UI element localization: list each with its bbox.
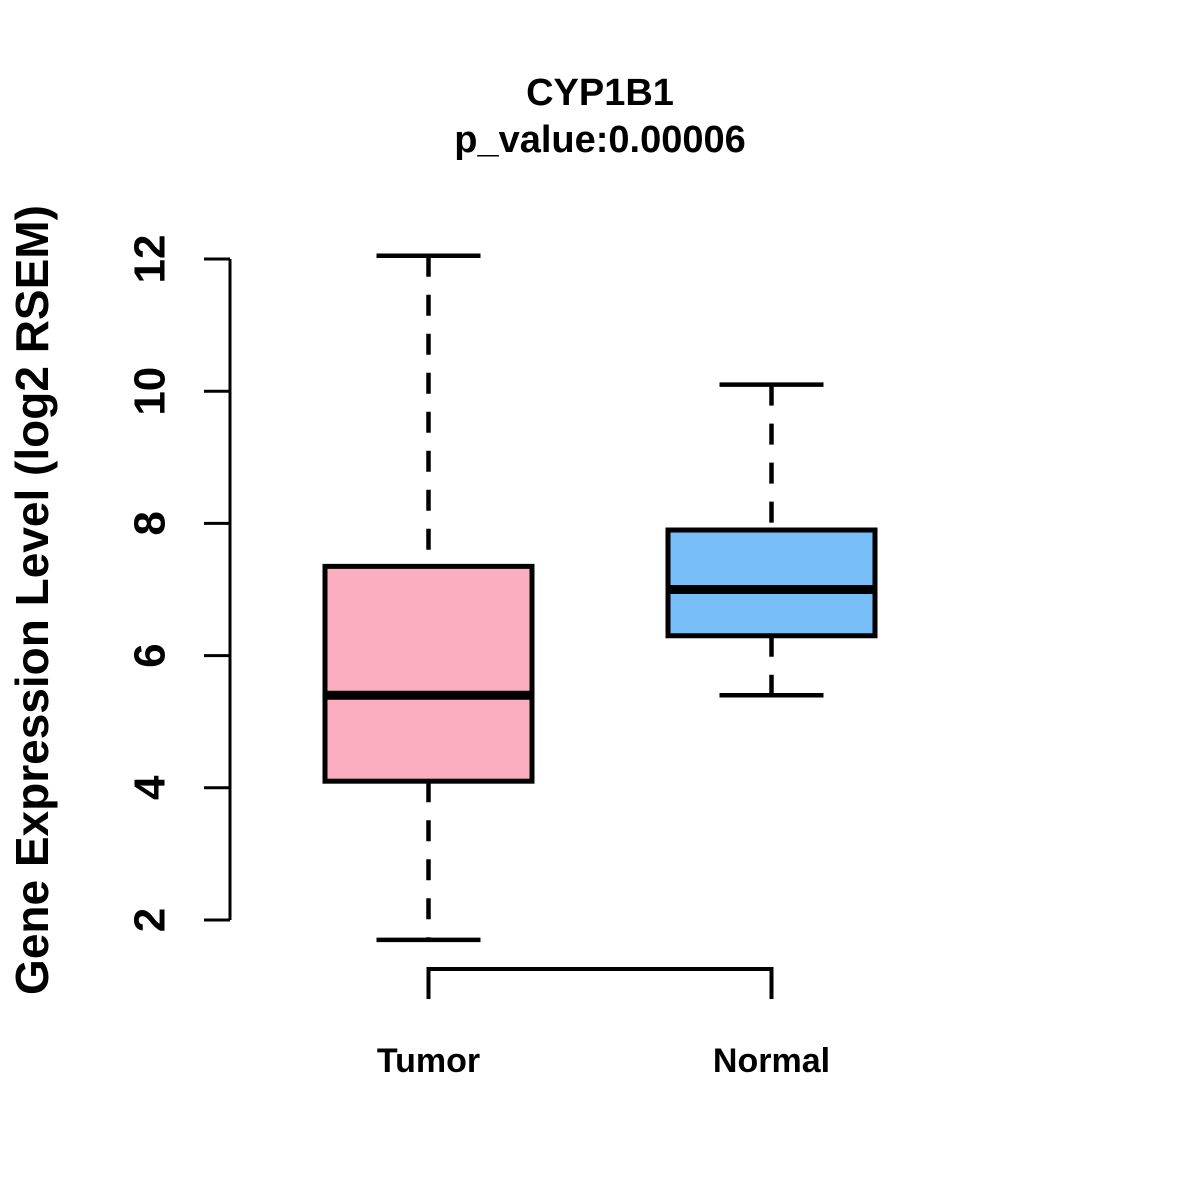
iqr-box-normal: [665, 527, 878, 639]
iqr-box-tumor: [322, 563, 535, 784]
comparison-bracket: [426, 967, 774, 999]
y-tick-label: 6: [126, 643, 175, 667]
chart-subtitle: p_value:0.00006: [454, 119, 746, 161]
y-tick-label: 12: [126, 235, 175, 284]
x-category-label-tumor: Tumor: [377, 1042, 480, 1080]
x-category-label-normal: Normal: [713, 1042, 830, 1080]
y-tick-label: 8: [126, 511, 175, 535]
y-tick-label: 2: [126, 908, 175, 932]
y-tick-label: 4: [126, 775, 175, 800]
chart-title: CYP1B1: [526, 72, 674, 114]
y-tick-label: 10: [126, 367, 175, 416]
y-axis-label: Gene Expression Level (log2 RSEM): [6, 205, 58, 995]
